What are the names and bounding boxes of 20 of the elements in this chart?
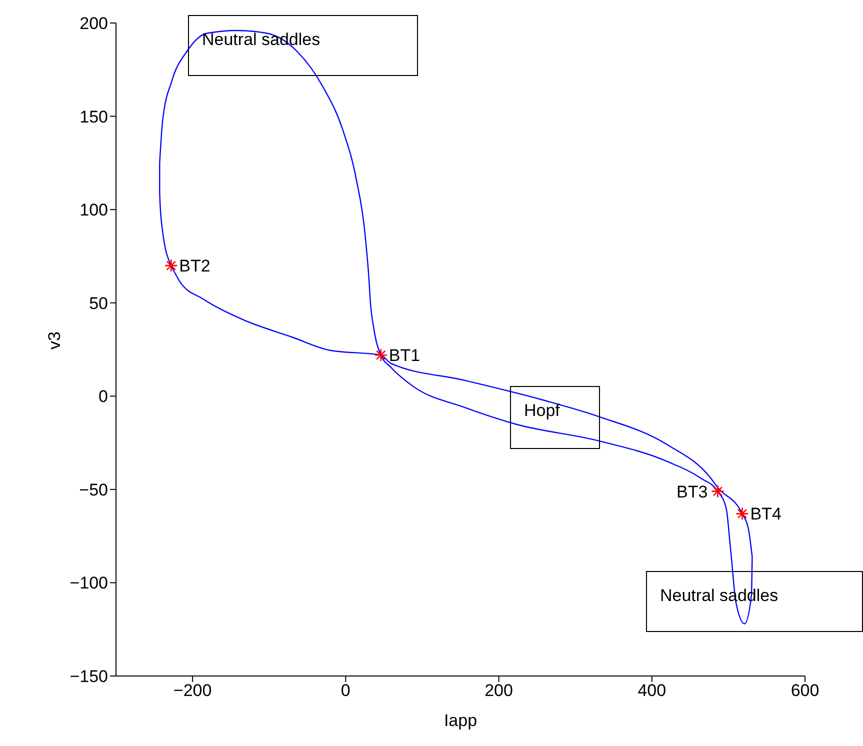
annotation: Hopf <box>524 401 560 420</box>
y-axis-title: v3 <box>45 332 64 350</box>
y-tick-label: 50 <box>89 294 108 313</box>
x-axis-title: Iapp <box>444 711 478 730</box>
annotation: BT2 <box>179 256 210 276</box>
y-tick-label: 0 <box>98 387 108 406</box>
x-tick-label: 200 <box>484 681 513 700</box>
annotation: BT4 <box>750 504 782 524</box>
annotation: BT3 <box>676 482 708 502</box>
annotation: BT1 <box>388 346 420 366</box>
y-tick-label: −150 <box>70 667 108 686</box>
y-tick-label: 100 <box>80 200 108 220</box>
y-tick-label: −100 <box>70 574 108 593</box>
x-tick-label: 600 <box>790 681 820 700</box>
x-tick-label: 0 <box>340 681 350 700</box>
y-tick-label: −50 <box>79 480 108 500</box>
x-tick-label: 400 <box>638 681 666 700</box>
x-tick-label: −200 <box>173 681 212 700</box>
y-tick-label: 150 <box>80 107 108 126</box>
y-tick-label: 200 <box>80 14 108 34</box>
